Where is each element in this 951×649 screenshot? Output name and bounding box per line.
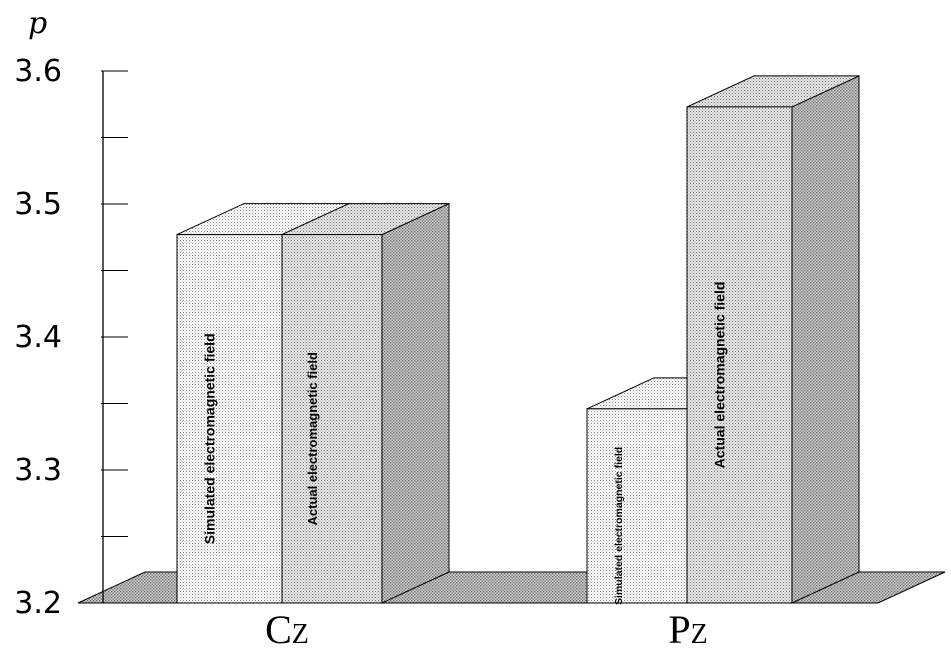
y-axis-label: p <box>28 6 47 41</box>
bar-series-label: Actual electromagnetic field <box>305 352 320 525</box>
y-axis: 3.2 3.3 3.4 3.5 3.6 p <box>14 6 128 621</box>
bar-front-face <box>586 408 688 604</box>
y-tick-label: 3.5 <box>14 187 62 222</box>
y-tick-label: 3.3 <box>14 453 62 488</box>
bar-side-face <box>381 202 450 604</box>
category-labels: CZ PZ <box>265 607 708 649</box>
bar-side-face <box>791 75 860 604</box>
bar-actual-1: Actual electromagnetic field <box>686 75 860 604</box>
x-category-label: PZ <box>668 607 707 649</box>
bar-series-label: Actual electromagnetic field <box>712 282 728 469</box>
bar-front-face <box>176 234 283 604</box>
y-tick-label: 3.2 <box>14 586 62 621</box>
bar-front-face <box>686 106 793 604</box>
x-category-label: CZ <box>265 607 309 649</box>
bars: Simulated electromagnetic field Actual el… <box>176 75 860 605</box>
y-tick-label: 3.4 <box>14 320 62 355</box>
bar-actual-0: Actual electromagnetic field <box>281 202 450 604</box>
y-tick-label: 3.6 <box>14 54 62 89</box>
bar-series-label: Simulated electromagnetic field <box>202 333 218 544</box>
bar-front-face <box>281 234 383 604</box>
bar-series-label: Simulated electromagnetic field <box>613 447 625 605</box>
